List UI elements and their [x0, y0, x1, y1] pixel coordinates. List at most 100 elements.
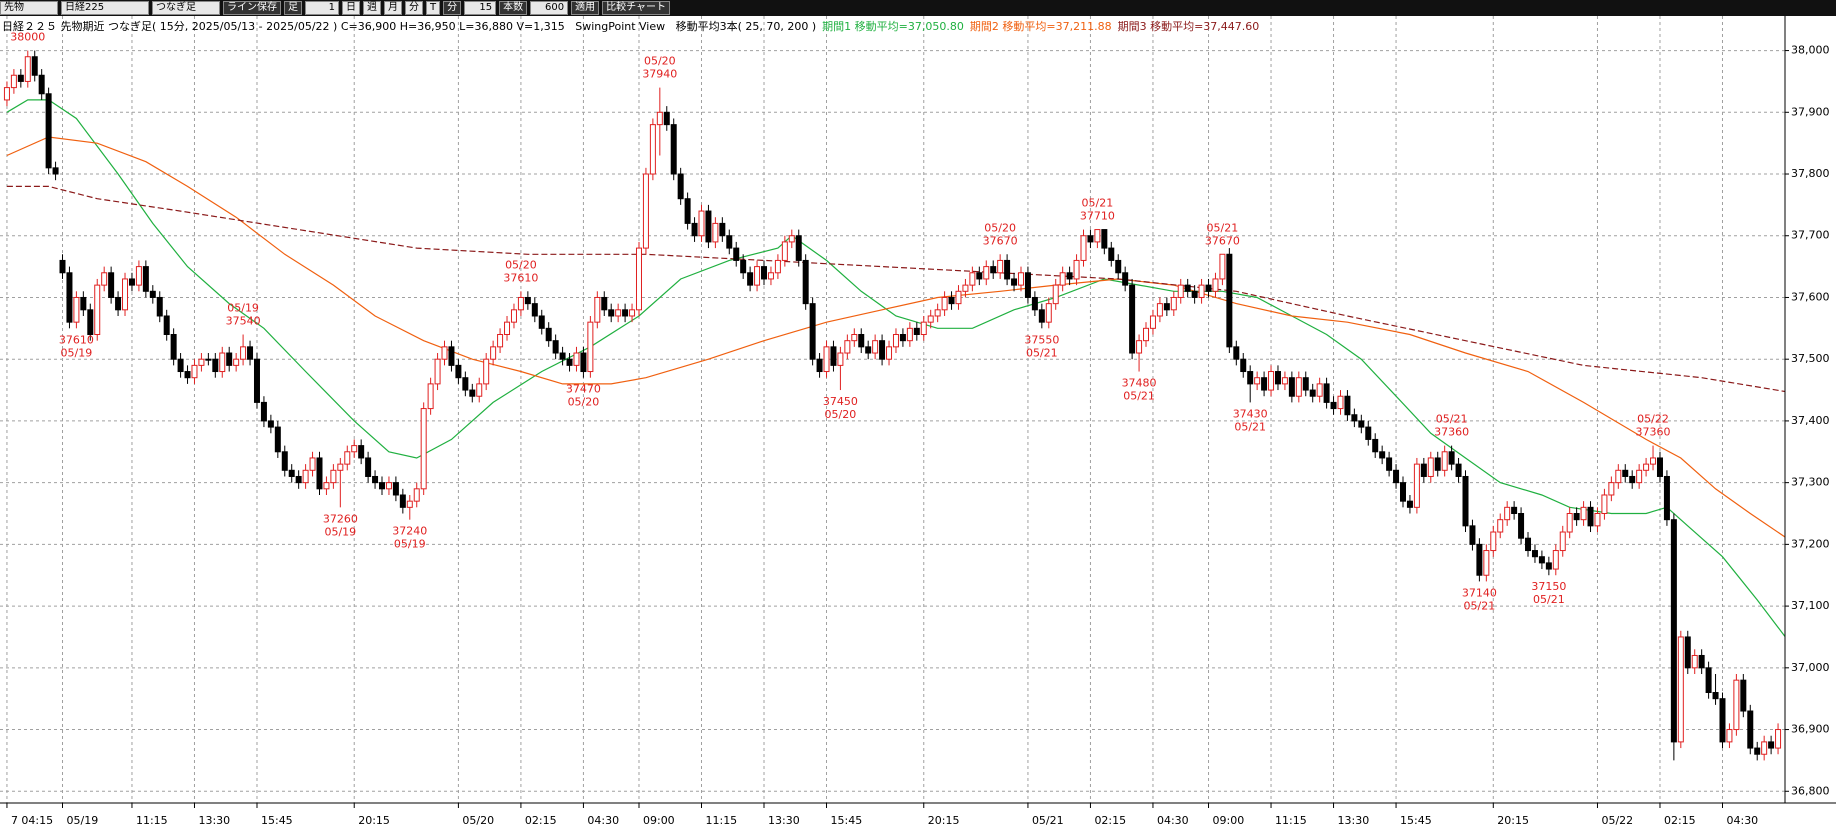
candle-body	[413, 488, 420, 502]
candle-body	[684, 198, 691, 224]
candle-body	[1656, 457, 1663, 477]
symbol-select[interactable]: 日経225	[61, 1, 149, 15]
candle-body	[316, 457, 323, 490]
candle-body	[1254, 377, 1261, 385]
candles	[3, 50, 1782, 761]
candle-body	[1587, 506, 1594, 527]
candle-body	[1323, 383, 1330, 403]
candle-body	[642, 173, 649, 249]
candle-body	[1365, 426, 1372, 440]
candle-body	[427, 383, 434, 410]
x-tick-label: 05/19	[67, 814, 99, 827]
candle-body	[226, 352, 233, 366]
candle-body	[3, 87, 10, 101]
market-select[interactable]: 先物	[0, 1, 58, 15]
candle-body	[510, 309, 517, 323]
candle-body	[1663, 475, 1670, 521]
x-tick-label: 20:15	[928, 814, 960, 827]
swing-date: 05/21	[1026, 346, 1058, 359]
candle-body	[899, 334, 906, 342]
candle-body	[1580, 506, 1587, 521]
candle-body	[358, 445, 365, 459]
legend-entry: 期間3 移動平均=37,447.60	[1117, 20, 1260, 33]
toolbar: 先物 日経225 つなぎ足 ライン保存 足 1 日 週 月 分 T 分 15 本…	[0, 0, 1836, 16]
candle-body	[1538, 556, 1545, 564]
apply-button[interactable]: 適用	[571, 1, 600, 15]
candle-body	[372, 475, 379, 484]
swing-price: 37360	[1434, 426, 1469, 439]
y-tick-label: 37,300	[1791, 476, 1830, 489]
month-button[interactable]: 月	[384, 1, 402, 15]
legend-entry: 期間1 移動平均=37,050.80	[822, 20, 964, 33]
swing-price: 37540	[226, 315, 261, 328]
x-tick-label: 7 04:15	[11, 814, 53, 827]
candle-body	[795, 235, 802, 261]
swing-date: 05/21	[1533, 593, 1565, 606]
candle-body	[927, 315, 934, 323]
annotations: 37,05037,21137,44736,900380003761005/190…	[10, 31, 1835, 737]
tick-button[interactable]: T	[426, 1, 441, 15]
candle-body	[1726, 729, 1733, 743]
compare-button[interactable]: 比較チャート	[602, 1, 671, 15]
count-input[interactable]: 600	[530, 1, 569, 15]
candle-body	[1601, 494, 1608, 515]
swing-price: 37670	[1205, 234, 1240, 247]
x-tick-label: 13:30	[1338, 814, 1370, 827]
price-axis-bg	[1785, 16, 1836, 803]
candle-body	[1733, 679, 1740, 731]
candle-body	[1650, 457, 1657, 465]
candle-body	[1434, 457, 1441, 471]
candle-body	[1552, 550, 1559, 570]
swing-price: 37670	[983, 234, 1018, 247]
candle-body	[177, 358, 184, 373]
candle-body	[1170, 296, 1177, 311]
x-tick-label: 05/22	[1601, 814, 1633, 827]
candle-body	[1705, 667, 1712, 694]
candle-body	[1531, 550, 1538, 558]
candle-body	[1143, 327, 1150, 342]
candle-body	[288, 469, 295, 477]
candle-body	[1330, 401, 1337, 410]
candle-body	[122, 278, 129, 311]
candle-body	[385, 482, 392, 490]
candle-body	[80, 296, 87, 311]
candle-body	[552, 340, 559, 354]
swing-date: 05/21	[1123, 390, 1155, 403]
swing-price: 38000	[10, 31, 45, 44]
candle-body	[309, 457, 316, 471]
candle-body	[1740, 679, 1747, 712]
swing-date: 05/21	[1207, 221, 1239, 234]
x-tick-label: 15:45	[831, 814, 863, 827]
moving-averages	[6, 99, 1786, 637]
minute-button[interactable]: 分	[405, 1, 423, 15]
swing-price: 37150	[1531, 580, 1566, 593]
x-tick-label: 11:15	[705, 814, 737, 827]
candle-body	[594, 296, 601, 323]
day-button[interactable]: 日	[342, 1, 360, 15]
interval-input[interactable]: 15	[464, 1, 497, 15]
candle-body	[573, 352, 580, 366]
candle-body	[351, 445, 358, 453]
candle-body	[726, 235, 733, 249]
candle-body	[1052, 284, 1059, 305]
mode-select[interactable]: つなぎ足	[152, 1, 220, 15]
candle-body	[976, 272, 983, 280]
candle-body	[1399, 482, 1406, 502]
n-input[interactable]: 1	[305, 1, 339, 15]
candle-body	[601, 296, 608, 311]
candle-body	[1045, 303, 1052, 323]
candle-body	[1566, 513, 1573, 533]
candle-body	[156, 296, 163, 317]
save-button[interactable]: ライン保存	[223, 1, 281, 15]
week-button[interactable]: 週	[363, 1, 381, 15]
swing-date: 05/20	[984, 221, 1016, 234]
candle-body	[1212, 278, 1219, 292]
x-tick-label: 05/21	[1032, 814, 1064, 827]
candle-body	[1476, 543, 1483, 576]
candle-body	[128, 278, 135, 286]
candle-body	[399, 494, 406, 508]
candle-body	[837, 352, 844, 366]
candle-body	[1122, 272, 1129, 286]
candle-body	[365, 457, 372, 477]
